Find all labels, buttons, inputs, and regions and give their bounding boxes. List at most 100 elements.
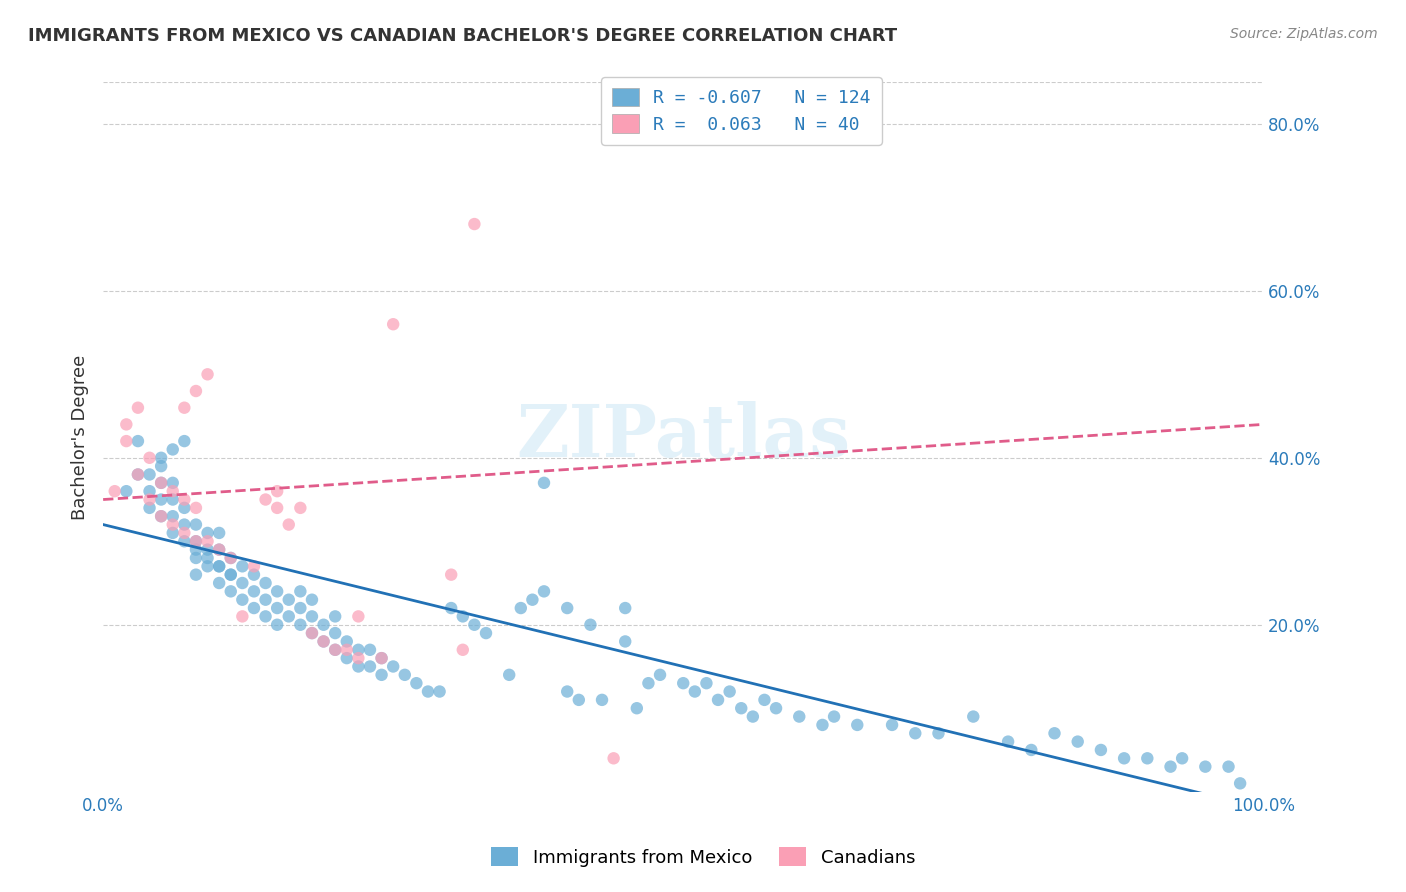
Point [533,584,555,599]
Point [336,651,359,665]
Point [150,492,173,507]
Point [765,701,787,715]
Point [219,567,242,582]
Point [312,634,335,648]
Point [197,534,219,549]
Point [127,434,149,449]
Point [405,676,427,690]
Point [219,551,242,566]
Point [811,718,834,732]
Point [1218,759,1240,773]
Point [138,484,160,499]
Point [359,659,381,673]
Point [231,576,253,591]
Point [695,676,717,690]
Point [150,475,173,490]
Point [115,417,138,432]
Text: ZIPatlas: ZIPatlas [516,401,851,473]
Point [184,500,207,515]
Point [243,559,266,574]
Point [463,617,485,632]
Point [323,642,346,657]
Point [173,517,195,532]
Point [648,668,671,682]
Point [243,567,266,582]
Point [301,609,323,624]
Point [730,701,752,715]
Point [451,609,474,624]
Y-axis label: Bachelor's Degree: Bachelor's Degree [72,354,89,519]
Point [1090,743,1112,757]
Point [555,601,578,615]
Point [323,626,346,640]
Point [754,693,776,707]
Point [290,584,312,599]
Point [1019,743,1042,757]
Text: IMMIGRANTS FROM MEXICO VS CANADIAN BACHELOR'S DEGREE CORRELATION CHART: IMMIGRANTS FROM MEXICO VS CANADIAN BACHE… [28,27,897,45]
Point [1136,751,1159,765]
Point [173,500,195,515]
Point [138,467,160,482]
Point [718,684,741,698]
Point [440,567,463,582]
Point [173,492,195,507]
Point [138,450,160,465]
Point [1160,759,1182,773]
Point [463,217,485,231]
Point [323,609,346,624]
Point [184,517,207,532]
Point [429,684,451,698]
Point [266,601,288,615]
Point [162,525,184,540]
Point [208,525,231,540]
Point [266,617,288,632]
Point [173,525,195,540]
Point [347,609,370,624]
Point [266,584,288,599]
Point [104,484,127,499]
Point [579,617,602,632]
Point [1229,776,1251,790]
Point [254,492,277,507]
Point [904,726,927,740]
Point [475,626,498,640]
Point [127,401,149,415]
Point [208,576,231,591]
Point [150,509,173,524]
Point [323,642,346,657]
Point [382,317,405,331]
Point [219,584,242,599]
Point [150,459,173,474]
Point [266,484,288,499]
Point [347,651,370,665]
Point [173,534,195,549]
Point [451,642,474,657]
Point [208,559,231,574]
Point [1114,751,1136,765]
Point [162,509,184,524]
Point [197,542,219,557]
Point [509,601,531,615]
Point [394,668,416,682]
Point [301,626,323,640]
Point [707,693,730,707]
Point [162,484,184,499]
Point [498,668,520,682]
Point [1067,734,1090,748]
Text: Source: ZipAtlas.com: Source: ZipAtlas.com [1230,27,1378,41]
Point [173,434,195,449]
Point [823,709,845,723]
Point [254,609,277,624]
Point [370,651,392,665]
Point [312,617,335,632]
Point [637,676,659,690]
Point [162,475,184,490]
Point [162,517,184,532]
Point [243,601,266,615]
Point [672,676,695,690]
Legend: R = -0.607   N = 124, R =  0.063   N = 40: R = -0.607 N = 124, R = 0.063 N = 40 [600,77,882,145]
Point [184,542,207,557]
Point [626,701,648,715]
Point [555,684,578,698]
Point [184,534,207,549]
